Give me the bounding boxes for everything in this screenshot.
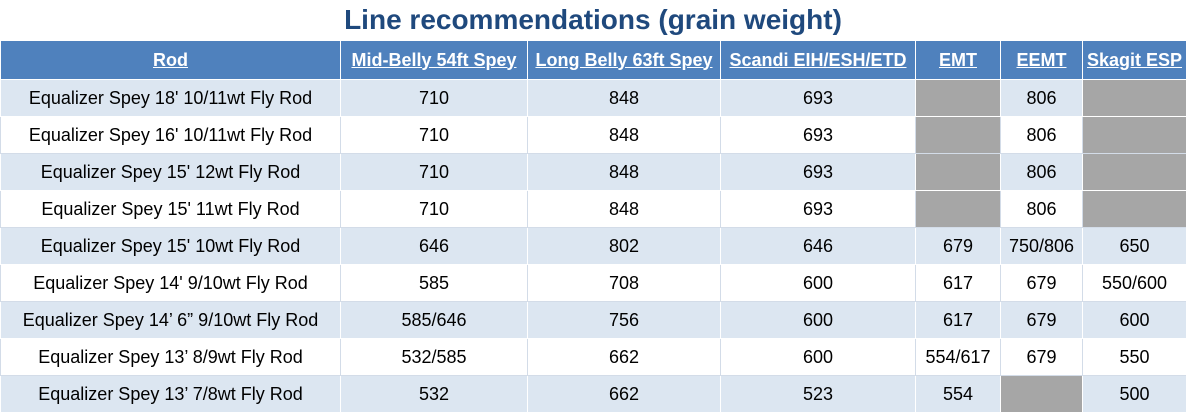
grain-cell: 550: [1083, 339, 1186, 376]
title: Line recommendations (grain weight): [0, 0, 1186, 40]
rod-cell: Equalizer Spey 15' 10wt Fly Rod: [1, 228, 341, 265]
grain-cell: 646: [341, 228, 528, 265]
grain-cell: 500: [1083, 376, 1186, 413]
grain-cell: 848: [528, 117, 721, 154]
empty-cell: [1083, 191, 1186, 228]
rod-cell: Equalizer Spey 15' 12wt Fly Rod: [1, 154, 341, 191]
rod-cell: Equalizer Spey 14’ 6” 9/10wt Fly Rod: [1, 302, 341, 339]
grain-cell: 585: [341, 265, 528, 302]
empty-cell: [916, 191, 1001, 228]
rod-cell: Equalizer Spey 13’ 7/8wt Fly Rod: [1, 376, 341, 413]
grain-cell: 679: [1001, 265, 1083, 302]
grain-cell: 550/600: [1083, 265, 1186, 302]
column-header: EEMT: [1001, 41, 1083, 80]
column-header: Scandi EIH/ESH/ETD: [721, 41, 916, 80]
grain-cell: 532: [341, 376, 528, 413]
grain-cell: 646: [721, 228, 916, 265]
grain-cell: 662: [528, 339, 721, 376]
grain-cell: 600: [721, 302, 916, 339]
grain-cell: 848: [528, 80, 721, 117]
rod-cell: Equalizer Spey 16' 10/11wt Fly Rod: [1, 117, 341, 154]
grain-cell: 710: [341, 80, 528, 117]
rod-cell: Equalizer Spey 18' 10/11wt Fly Rod: [1, 80, 341, 117]
grain-cell: 679: [1001, 302, 1083, 339]
rod-cell: Equalizer Spey 15' 11wt Fly Rod: [1, 191, 341, 228]
rod-cell: Equalizer Spey 14' 9/10wt Fly Rod: [1, 265, 341, 302]
grain-cell: 802: [528, 228, 721, 265]
empty-cell: [916, 154, 1001, 191]
grain-cell: 756: [528, 302, 721, 339]
grain-cell: 600: [721, 339, 916, 376]
grain-cell: 650: [1083, 228, 1186, 265]
grain-cell: 806: [1001, 154, 1083, 191]
grain-cell: 750/806: [1001, 228, 1083, 265]
grain-cell: 806: [1001, 117, 1083, 154]
grain-cell: 600: [1083, 302, 1186, 339]
empty-cell: [916, 117, 1001, 154]
grain-cell: 554/617: [916, 339, 1001, 376]
empty-cell: [1083, 117, 1186, 154]
grain-cell: 693: [721, 154, 916, 191]
grain-cell: 617: [916, 302, 1001, 339]
grain-cell: 523: [721, 376, 916, 413]
grain-cell: 532/585: [341, 339, 528, 376]
empty-cell: [1001, 376, 1083, 413]
empty-cell: [1083, 80, 1186, 117]
grain-cell: 662: [528, 376, 721, 413]
grain-cell: 693: [721, 117, 916, 154]
grain-cell: 710: [341, 117, 528, 154]
column-header: Long Belly 63ft Spey: [528, 41, 721, 80]
grain-cell: 708: [528, 265, 721, 302]
rod-cell: Equalizer Spey 13’ 8/9wt Fly Rod: [1, 339, 341, 376]
grain-cell: 806: [1001, 191, 1083, 228]
grain-cell: 600: [721, 265, 916, 302]
column-header: Skagit ESP: [1083, 41, 1186, 80]
column-header: Rod: [1, 41, 341, 80]
column-header: EMT: [916, 41, 1001, 80]
empty-cell: [1083, 154, 1186, 191]
empty-cell: [916, 80, 1001, 117]
column-header: Mid-Belly 54ft Spey: [341, 41, 528, 80]
grain-cell: 848: [528, 154, 721, 191]
grain-cell: 693: [721, 80, 916, 117]
grain-cell: 710: [341, 191, 528, 228]
grain-cell: 554: [916, 376, 1001, 413]
grain-cell: 710: [341, 154, 528, 191]
grain-cell: 806: [1001, 80, 1083, 117]
grain-cell: 848: [528, 191, 721, 228]
grain-cell: 679: [916, 228, 1001, 265]
grain-cell: 585/646: [341, 302, 528, 339]
grain-cell: 693: [721, 191, 916, 228]
grain-cell: 617: [916, 265, 1001, 302]
grain-cell: 679: [1001, 339, 1083, 376]
